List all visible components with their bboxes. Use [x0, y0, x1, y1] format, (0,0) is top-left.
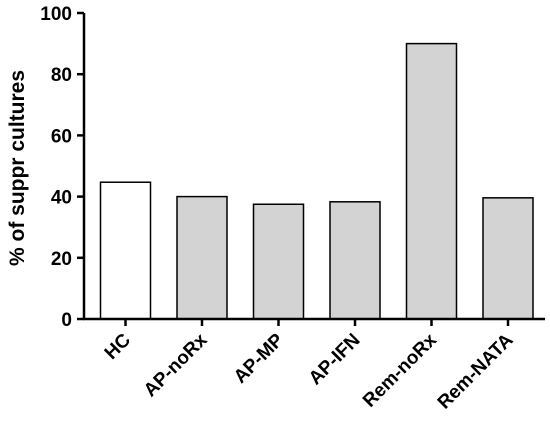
- y-tick-label: 0: [61, 310, 72, 331]
- y-tick-label: 100: [40, 4, 72, 25]
- bar-ap-ifn: [329, 201, 381, 320]
- y-axis-ticks: 0 20 40 60 80 100: [40, 4, 84, 331]
- bar-rem-nata: [482, 197, 534, 320]
- x-tick-label: AP-MP: [230, 329, 288, 387]
- bars: [99, 42, 534, 320]
- x-tick-label: AP-IFN: [305, 330, 365, 390]
- x-tick-label: Rem-noRx: [359, 329, 441, 411]
- y-tick-label: 60: [51, 126, 72, 147]
- bar-ap-norx: [176, 195, 228, 320]
- y-axis-title: % of suppr cultures: [6, 70, 29, 266]
- x-tick-label: Rem-NATA: [434, 329, 518, 413]
- bar-hc: [99, 181, 152, 320]
- y-tick-label: 40: [51, 188, 72, 209]
- y-tick-label: 80: [51, 65, 72, 86]
- bar-ap-mp: [252, 203, 305, 320]
- x-tick-label: AP-noRx: [140, 329, 212, 401]
- bar-rem-norx: [405, 42, 458, 320]
- x-tick-label: HC: [101, 329, 135, 363]
- y-tick-label: 20: [51, 249, 72, 270]
